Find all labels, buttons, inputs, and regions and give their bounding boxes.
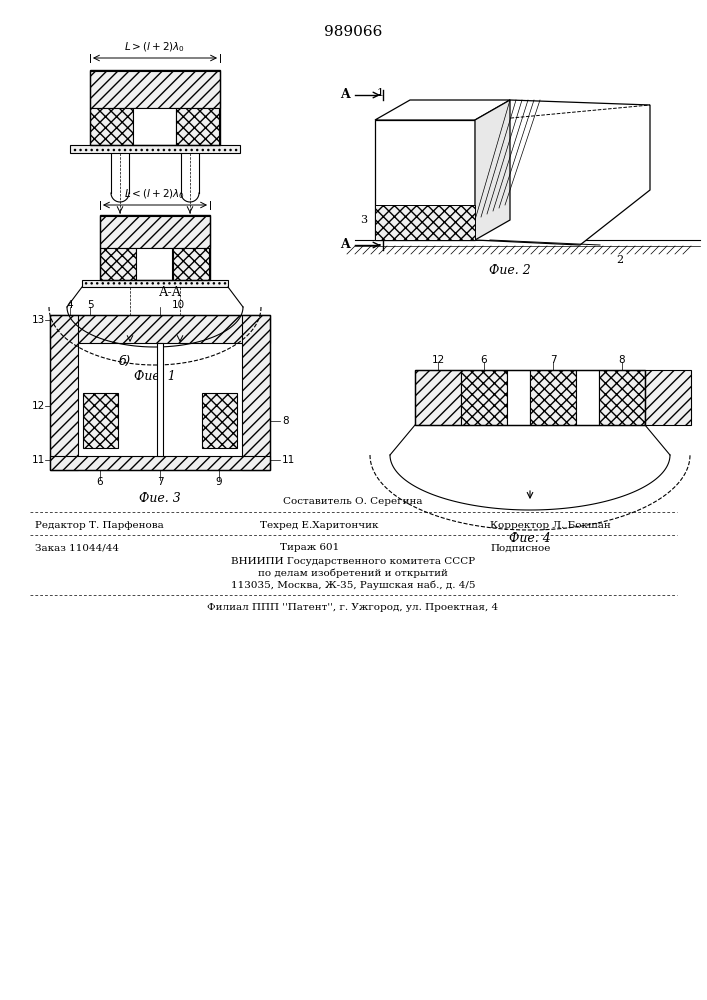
Bar: [90, 108, 133, 145]
Text: Составитель О. Серегина: Составитель О. Серегина: [284, 497, 423, 506]
Text: Тираж 601: Тираж 601: [280, 544, 339, 552]
Text: 1: 1: [376, 88, 384, 98]
Text: ВНИИПИ Государственного комитета СССР: ВНИИПИ Государственного комитета СССР: [231, 556, 475, 566]
Bar: [100, 248, 136, 280]
Bar: [576, 370, 599, 425]
Bar: [100, 216, 210, 248]
Bar: [136, 248, 172, 280]
Polygon shape: [475, 100, 510, 240]
Text: Филиал ППП ''Патент'', г. Ужгород, ул. Проектная, 4: Филиал ППП ''Патент'', г. Ужгород, ул. П…: [207, 603, 498, 612]
Text: 10: 10: [171, 300, 185, 310]
Bar: [100, 215, 210, 280]
Bar: [375, 120, 475, 240]
Text: 8: 8: [619, 355, 625, 365]
Text: а): а): [148, 227, 161, 239]
Bar: [50, 315, 78, 470]
Text: 12: 12: [31, 401, 45, 411]
Bar: [157, 343, 163, 456]
Bar: [50, 315, 270, 470]
Bar: [70, 145, 240, 153]
Text: Подписное: Подписное: [490, 544, 550, 552]
Bar: [50, 315, 270, 343]
Text: 9: 9: [216, 477, 222, 487]
Text: $L>(l+2)\lambda_0$: $L>(l+2)\lambda_0$: [124, 40, 185, 54]
Bar: [599, 370, 645, 425]
Bar: [83, 393, 118, 448]
Text: 3: 3: [360, 215, 367, 225]
Text: Фие. 3: Фие. 3: [139, 491, 181, 504]
Text: 8: 8: [282, 416, 288, 426]
Text: 13: 13: [31, 315, 45, 325]
Bar: [415, 370, 461, 425]
Bar: [461, 370, 507, 425]
Text: 12: 12: [431, 355, 445, 365]
Bar: [645, 370, 691, 425]
Bar: [82, 280, 228, 287]
Bar: [507, 370, 530, 425]
Text: Заказ 11044/44: Заказ 11044/44: [35, 544, 119, 552]
Text: 7: 7: [549, 355, 556, 365]
Text: A: A: [340, 89, 350, 102]
Text: по делам изобретений и открытий: по делам изобретений и открытий: [258, 568, 448, 578]
Text: б): б): [119, 356, 132, 368]
Bar: [50, 456, 270, 470]
Text: 11: 11: [31, 455, 45, 465]
Text: 11: 11: [282, 455, 296, 465]
Text: А-А: А-А: [158, 286, 182, 300]
Bar: [415, 370, 645, 425]
Bar: [90, 71, 220, 108]
Text: 7: 7: [157, 477, 163, 487]
Text: 2: 2: [617, 255, 624, 265]
Text: 4: 4: [66, 300, 74, 310]
Polygon shape: [475, 100, 650, 245]
Text: A: A: [340, 238, 350, 251]
Polygon shape: [375, 100, 510, 120]
Text: 113035, Москва, Ж-35, Раушская наб., д. 4/5: 113035, Москва, Ж-35, Раушская наб., д. …: [230, 580, 475, 590]
Bar: [530, 370, 576, 425]
Text: Фие. 2: Фие. 2: [489, 263, 531, 276]
Text: Техред Е.Харитончик: Техред Е.Харитончик: [260, 520, 378, 530]
Bar: [202, 393, 237, 448]
Text: Корректор Л. Бокшан: Корректор Л. Бокшан: [490, 520, 611, 530]
Bar: [90, 70, 220, 145]
Text: 6: 6: [481, 355, 487, 365]
Bar: [242, 315, 270, 470]
Bar: [173, 248, 209, 280]
Bar: [375, 205, 475, 240]
Bar: [133, 108, 176, 145]
Text: Редактор Т. Парфенова: Редактор Т. Парфенова: [35, 520, 164, 530]
Bar: [176, 108, 219, 145]
Text: Фие. 4: Фие. 4: [509, 532, 551, 544]
Text: Фие. 1: Фие. 1: [134, 370, 176, 383]
Text: 6: 6: [97, 477, 103, 487]
Text: 989066: 989066: [324, 25, 382, 39]
Text: 5: 5: [87, 300, 93, 310]
Text: $L<(l+2)\lambda_0$: $L<(l+2)\lambda_0$: [124, 187, 185, 201]
